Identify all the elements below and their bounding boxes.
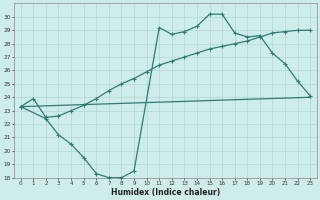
- X-axis label: Humidex (Indice chaleur): Humidex (Indice chaleur): [111, 188, 220, 197]
